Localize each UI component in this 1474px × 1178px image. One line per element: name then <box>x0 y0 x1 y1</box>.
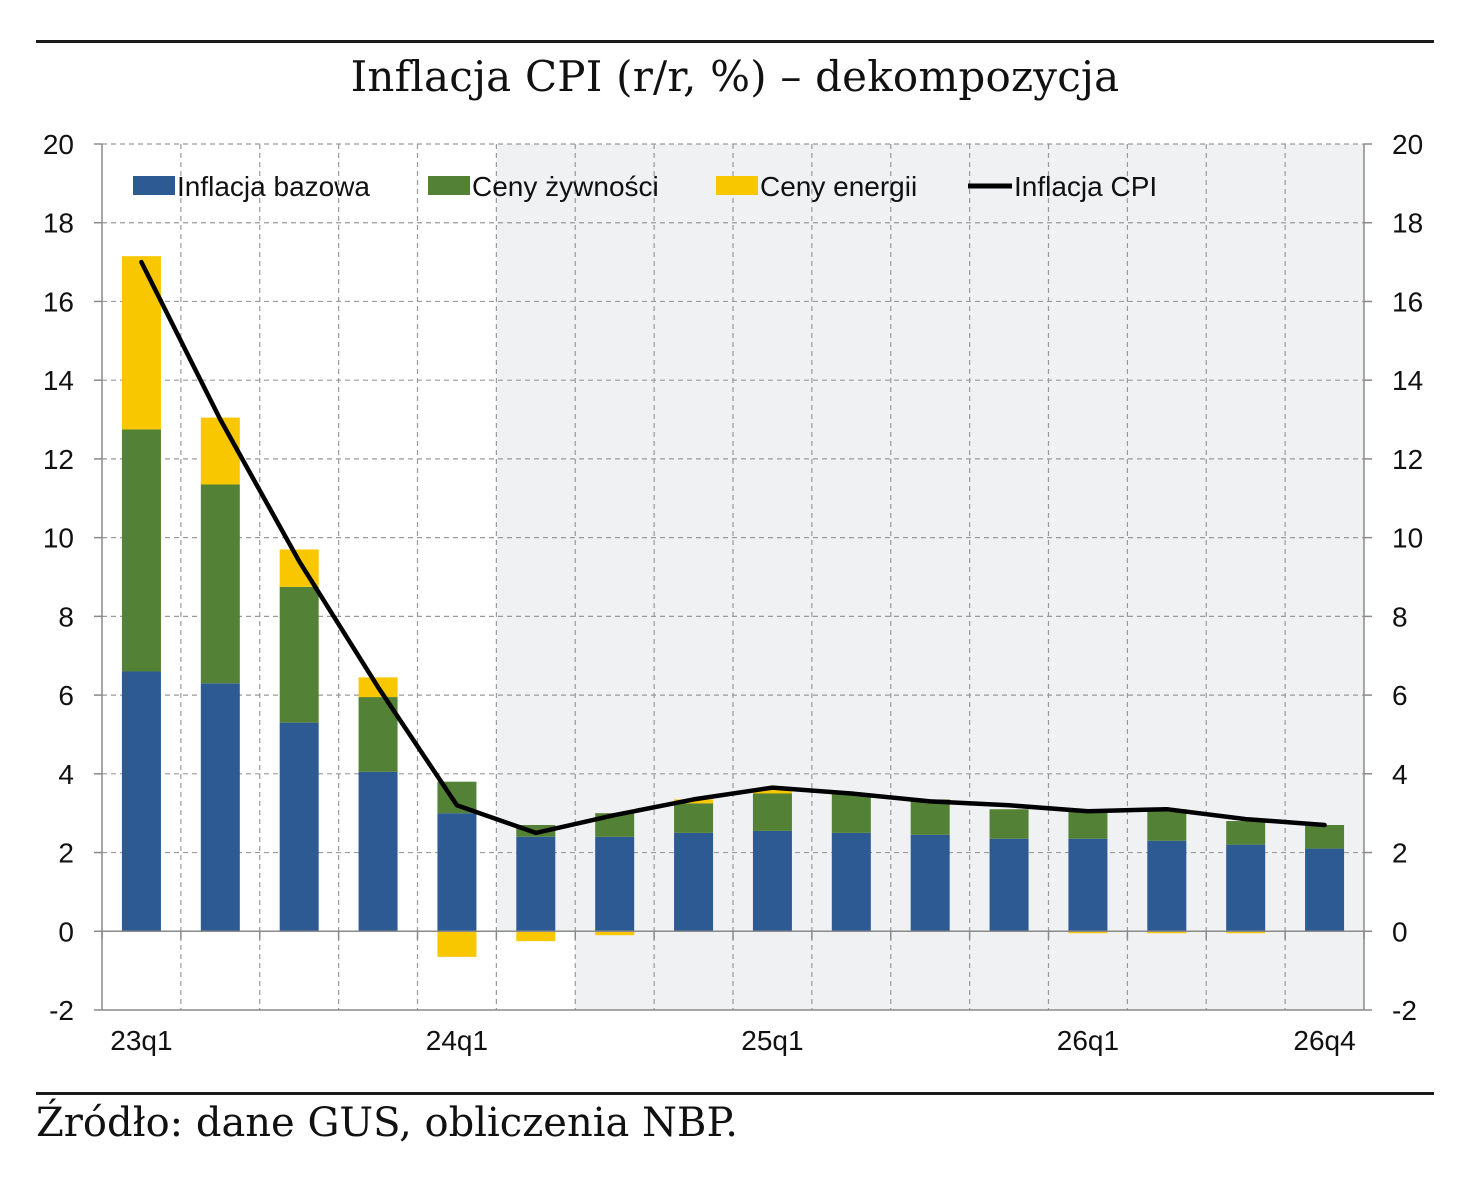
bottom-rule <box>36 1092 1434 1095</box>
y-tick-label-right: 18 <box>1392 208 1423 239</box>
bar-core <box>674 832 714 932</box>
legend-label-core: Inflacja bazowa <box>177 171 370 202</box>
bar-energy <box>1147 931 1187 934</box>
bar-food <box>752 793 792 831</box>
bar-food <box>1226 821 1266 845</box>
x-tick-label: 25q1 <box>741 1025 803 1056</box>
bar-core <box>1226 844 1266 932</box>
bar-energy <box>1226 931 1266 934</box>
bar-food <box>989 809 1029 839</box>
y-tick-label-right: 12 <box>1392 444 1423 475</box>
y-tick-label-right: 8 <box>1392 601 1408 632</box>
y-tick-label-right: -2 <box>1392 995 1417 1026</box>
forecast-background-lower <box>575 931 1364 1010</box>
bar-energy <box>200 417 240 485</box>
source-note: Źródło: dane GUS, obliczenia NBP. <box>36 1100 738 1146</box>
bar-food <box>674 803 714 833</box>
bar-core <box>121 671 161 932</box>
y-tick-label-left: 8 <box>58 601 74 632</box>
y-tick-label-left: 0 <box>58 916 74 947</box>
y-tick-label-left: 4 <box>58 759 74 790</box>
y-tick-label-left: 6 <box>58 680 74 711</box>
cpi-line <box>139 259 1327 836</box>
bar-core <box>831 832 871 932</box>
bar-core <box>910 834 950 932</box>
bar-energy <box>752 789 792 794</box>
bar-core <box>595 836 635 932</box>
y-tick-label-left: 18 <box>43 208 74 239</box>
bar-energy <box>1068 931 1108 934</box>
legend-swatch-energy <box>716 176 758 195</box>
y-tick-label-right: 2 <box>1392 838 1408 869</box>
y-tick-label-right: 10 <box>1392 523 1423 554</box>
y-tick-label-right: 20 <box>1392 129 1423 160</box>
x-tick-label: 23q1 <box>110 1025 172 1056</box>
y-tick-label-right: 14 <box>1392 365 1423 396</box>
bar-food <box>1068 811 1108 839</box>
x-tick-label: 24q1 <box>426 1025 488 1056</box>
y-tick-label-right: 6 <box>1392 680 1408 711</box>
bar-core <box>752 830 792 932</box>
bar-food <box>200 484 240 684</box>
bar-core <box>989 838 1029 932</box>
legend-label-energy: Ceny energii <box>760 171 917 202</box>
legend-swatch-core <box>133 176 175 195</box>
legend-label-cpi: Inflacja CPI <box>1014 171 1157 202</box>
y-tick-label-left: 20 <box>43 129 74 160</box>
y-tick-label-right: 16 <box>1392 286 1423 317</box>
legend-swatch-food <box>428 176 470 195</box>
bar-core <box>1068 838 1108 932</box>
bar-food <box>1147 809 1187 841</box>
bar-energy <box>121 256 161 430</box>
bar-core <box>358 771 398 932</box>
y-tick-label-left: 2 <box>58 838 74 869</box>
y-tick-label-right: 4 <box>1392 759 1408 790</box>
bar-food <box>910 799 950 835</box>
bar-food <box>279 586 319 723</box>
bar-core <box>1305 848 1345 932</box>
chart-title: Inflacja CPI (r/r, %) – dekompozycja <box>350 52 1120 101</box>
y-tick-label-left: -2 <box>49 995 74 1026</box>
bar-energy <box>516 931 556 942</box>
bar-core <box>279 722 319 932</box>
x-tick-label: 26q4 <box>1293 1025 1355 1056</box>
bar-energy <box>595 931 635 936</box>
legend-label-food: Ceny żywności <box>472 171 659 202</box>
bar-food <box>1305 824 1345 849</box>
y-tick-label-left: 14 <box>43 365 74 396</box>
y-tick-label-left: 10 <box>43 523 74 554</box>
y-tick-label-left: 16 <box>43 286 74 317</box>
bar-food <box>121 429 161 672</box>
bar-food <box>831 793 871 833</box>
bar-core <box>516 836 556 932</box>
y-tick-label-right: 0 <box>1392 916 1408 947</box>
bar-core <box>437 813 477 932</box>
y-tick-label-left: 12 <box>43 444 74 475</box>
x-tick-label: 26q1 <box>1057 1025 1119 1056</box>
bar-core <box>1147 840 1187 932</box>
bar-core <box>200 683 240 932</box>
top-rule <box>36 40 1434 43</box>
bar-energy <box>437 931 477 957</box>
